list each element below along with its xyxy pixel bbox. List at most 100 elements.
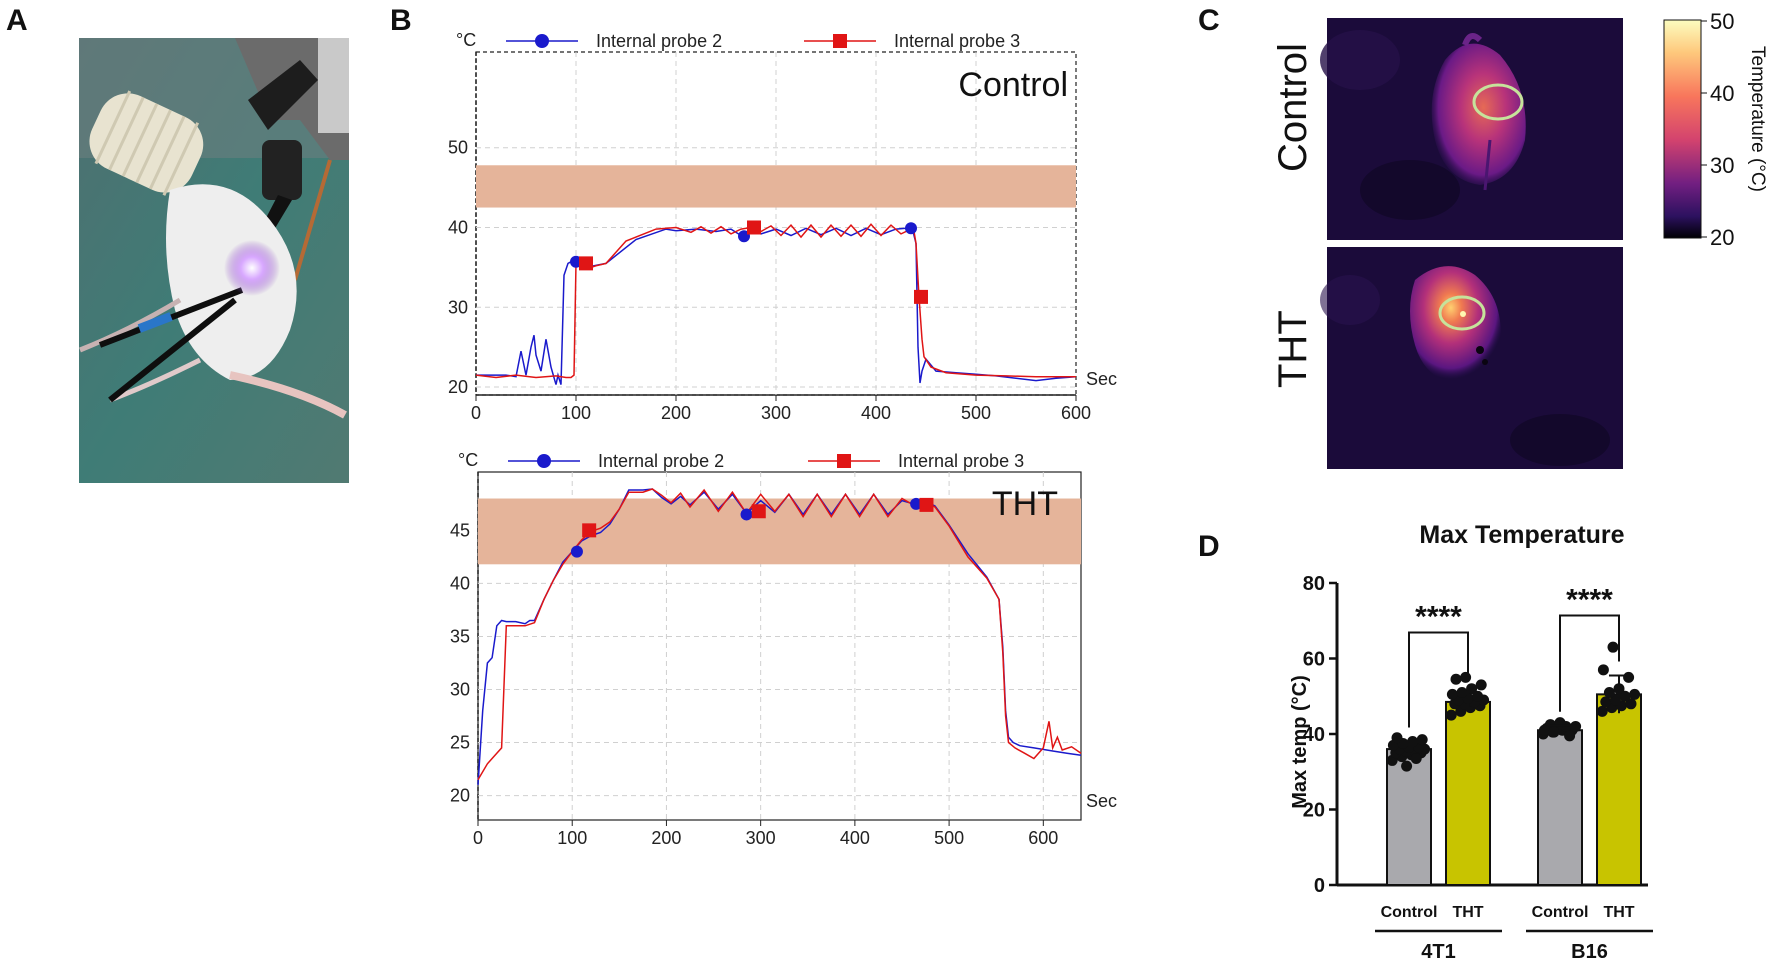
- series-line-probe3: [477, 488, 1082, 781]
- tht-markers: [570, 497, 934, 558]
- bar-control-4t1: [1386, 748, 1432, 886]
- legend-probe2-marker: [537, 454, 551, 468]
- panel-label-b: B: [390, 4, 412, 37]
- data-point: [1445, 709, 1457, 721]
- bar-tht-4t1: [1445, 700, 1491, 886]
- control-chart-title: Control: [958, 66, 1068, 104]
- tht-x-unit: Sec: [1086, 791, 1117, 811]
- y-tick-label: 20: [448, 377, 468, 397]
- group-label: B16: [1571, 941, 1608, 963]
- data-point: [1475, 679, 1487, 691]
- max-temp-significance: **** ****: [1408, 583, 1620, 728]
- category-label: THT: [1452, 904, 1483, 921]
- max-temp-bars: [1386, 693, 1642, 886]
- bar-control-b16: [1537, 729, 1583, 886]
- probe2-marker: [910, 497, 923, 510]
- y-tick-label: 50: [448, 138, 468, 158]
- x-tick-label: 300: [761, 403, 791, 423]
- mouse-photo: [79, 38, 349, 483]
- data-point: [1450, 673, 1462, 685]
- colorbar-tick: 30: [1710, 153, 1734, 178]
- y-tick-label: 35: [450, 626, 470, 646]
- significance-bracket: [1408, 631, 1469, 728]
- category-label: Control: [1381, 904, 1438, 921]
- data-point: [1548, 726, 1560, 738]
- data-point: [1472, 690, 1484, 702]
- tht-y-unit: °C: [458, 450, 478, 470]
- y-tick-label: 20: [450, 786, 470, 806]
- data-point: [1466, 683, 1478, 695]
- colorbar-tick: 50: [1710, 9, 1734, 34]
- data-point: [1629, 688, 1641, 700]
- x-tick-label: 0: [473, 828, 483, 848]
- data-point: [1564, 730, 1576, 742]
- control-legend-probe3: Internal probe 3: [894, 31, 1020, 51]
- y-tick-label: 0: [1314, 875, 1325, 897]
- control-x-ticks: 0 100 200 300 400 500 600: [471, 395, 1091, 423]
- data-point: [1607, 641, 1619, 653]
- probe3-marker: [914, 289, 928, 304]
- tht-lines: [477, 488, 1082, 786]
- significance-stars: ****: [1566, 583, 1613, 616]
- control-legend-probe2: Internal probe 2: [596, 31, 722, 51]
- panel-label-a: A: [6, 4, 28, 37]
- tht-target-band: [478, 498, 1081, 565]
- y-tick-label: 40: [448, 217, 468, 237]
- max-temp-ylabel: Max temp (°C): [1289, 675, 1311, 809]
- x-tick-label: 200: [661, 403, 691, 423]
- colorbar-tick: 40: [1710, 81, 1734, 106]
- probe2-marker: [570, 545, 583, 558]
- significance-stars: ****: [1415, 600, 1462, 633]
- data-point: [1623, 671, 1635, 683]
- y-tick-label: 30: [448, 297, 468, 317]
- category-label: Control: [1532, 904, 1589, 921]
- data-point: [1600, 696, 1612, 708]
- control-y-ticks: 20 30 40 50: [448, 138, 468, 397]
- data-point: [1391, 732, 1403, 744]
- bar-tht-b16: [1596, 693, 1642, 886]
- probe3-marker: [747, 220, 761, 235]
- y-tick-label: 30: [450, 680, 470, 700]
- thermal-image-tht: [1320, 247, 1623, 469]
- max-temp-category-labels: Control THT 4T1 Control THT B16: [1375, 904, 1653, 963]
- probe2-marker: [905, 222, 917, 235]
- y-tick-label: 45: [450, 520, 470, 540]
- y-tick-label: 80: [1303, 573, 1325, 595]
- max-temp-points: [1386, 641, 1641, 772]
- control-markers: [570, 220, 928, 304]
- data-point: [1619, 690, 1631, 702]
- x-tick-label: 600: [1061, 403, 1091, 423]
- y-tick-label: 25: [450, 733, 470, 753]
- roi-ellipse: [1438, 295, 1486, 331]
- y-tick-label: 40: [450, 573, 470, 593]
- thermal-image-control: [1320, 18, 1623, 240]
- data-point: [1446, 688, 1458, 700]
- legend-probe3-marker: [833, 34, 847, 48]
- panel-label-c: C: [1198, 4, 1220, 37]
- probe3-marker: [751, 504, 766, 519]
- x-tick-label: 100: [557, 828, 587, 848]
- x-tick-label: 100: [561, 403, 591, 423]
- y-tick-label: 20: [1303, 800, 1325, 822]
- tht-legend-probe3: Internal probe 3: [898, 451, 1024, 471]
- colorbar-tick: 20: [1710, 225, 1734, 250]
- data-point: [1570, 720, 1582, 732]
- data-point: [1401, 760, 1413, 772]
- probe3-marker: [579, 256, 593, 271]
- y-tick-label: 60: [1303, 649, 1325, 671]
- data-point: [1416, 734, 1428, 746]
- category-label: THT: [1603, 904, 1634, 921]
- data-point: [1460, 671, 1472, 683]
- data-point: [1625, 698, 1637, 710]
- x-tick-label: 500: [934, 828, 964, 848]
- roi-ellipse: [1472, 83, 1524, 121]
- colorbar-title: Temperature (°C): [1747, 46, 1768, 192]
- data-point: [1596, 705, 1608, 717]
- tht-chart-title: THT: [992, 485, 1058, 523]
- group-label: 4T1: [1421, 941, 1455, 963]
- thermal-row-label-control: Control: [1271, 43, 1315, 172]
- data-point: [1410, 753, 1422, 765]
- significance-bracket: [1559, 614, 1620, 712]
- tht-legend-probe2: Internal probe 2: [598, 451, 724, 471]
